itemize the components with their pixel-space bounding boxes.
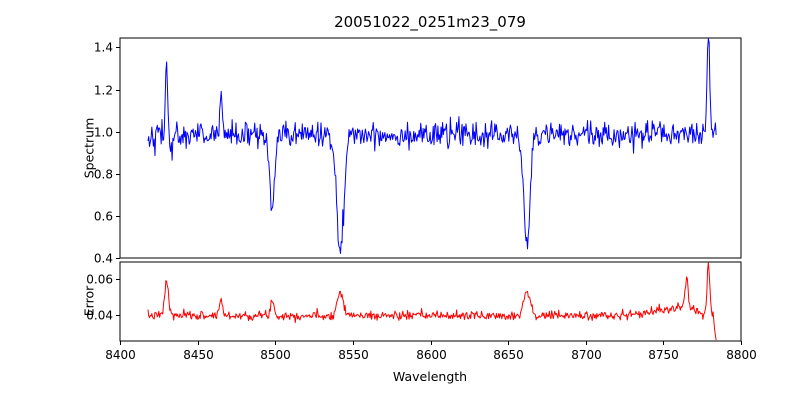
error-axes-box <box>119 261 742 342</box>
spectrum-y-tick-label: 0.8 <box>94 168 113 182</box>
x-tick-label: 8600 <box>416 348 447 362</box>
spectrum-y-tick-label: 1.4 <box>94 41 113 55</box>
x-axis-label: Wavelength <box>392 369 468 384</box>
x-tick-label: 8800 <box>726 348 757 362</box>
x-tick-label: 8400 <box>105 348 136 362</box>
spectrum-line <box>147 38 717 254</box>
x-tick-label: 8550 <box>338 348 369 362</box>
spectrum-y-tick-label: 0.6 <box>94 210 113 224</box>
spectrum-y-tick-label: 1.2 <box>94 84 113 98</box>
x-tick-label: 8650 <box>493 348 524 362</box>
error-y-tick-label: 0.06 <box>86 273 113 287</box>
spectrum-axes-box <box>119 37 742 259</box>
error-y-tick-label: 0.04 <box>86 309 113 323</box>
chart-title: 20051022_0251m23_079 <box>334 13 526 31</box>
spectrum-y-tick-label: 0.4 <box>94 252 113 266</box>
error-line <box>147 262 717 341</box>
spectrum-y-tick-label: 1.0 <box>94 126 113 140</box>
x-tick-label: 8750 <box>648 348 679 362</box>
x-tick-label: 8700 <box>571 348 602 362</box>
x-tick-label: 8450 <box>183 348 214 362</box>
x-tick-label: 8500 <box>260 348 291 362</box>
